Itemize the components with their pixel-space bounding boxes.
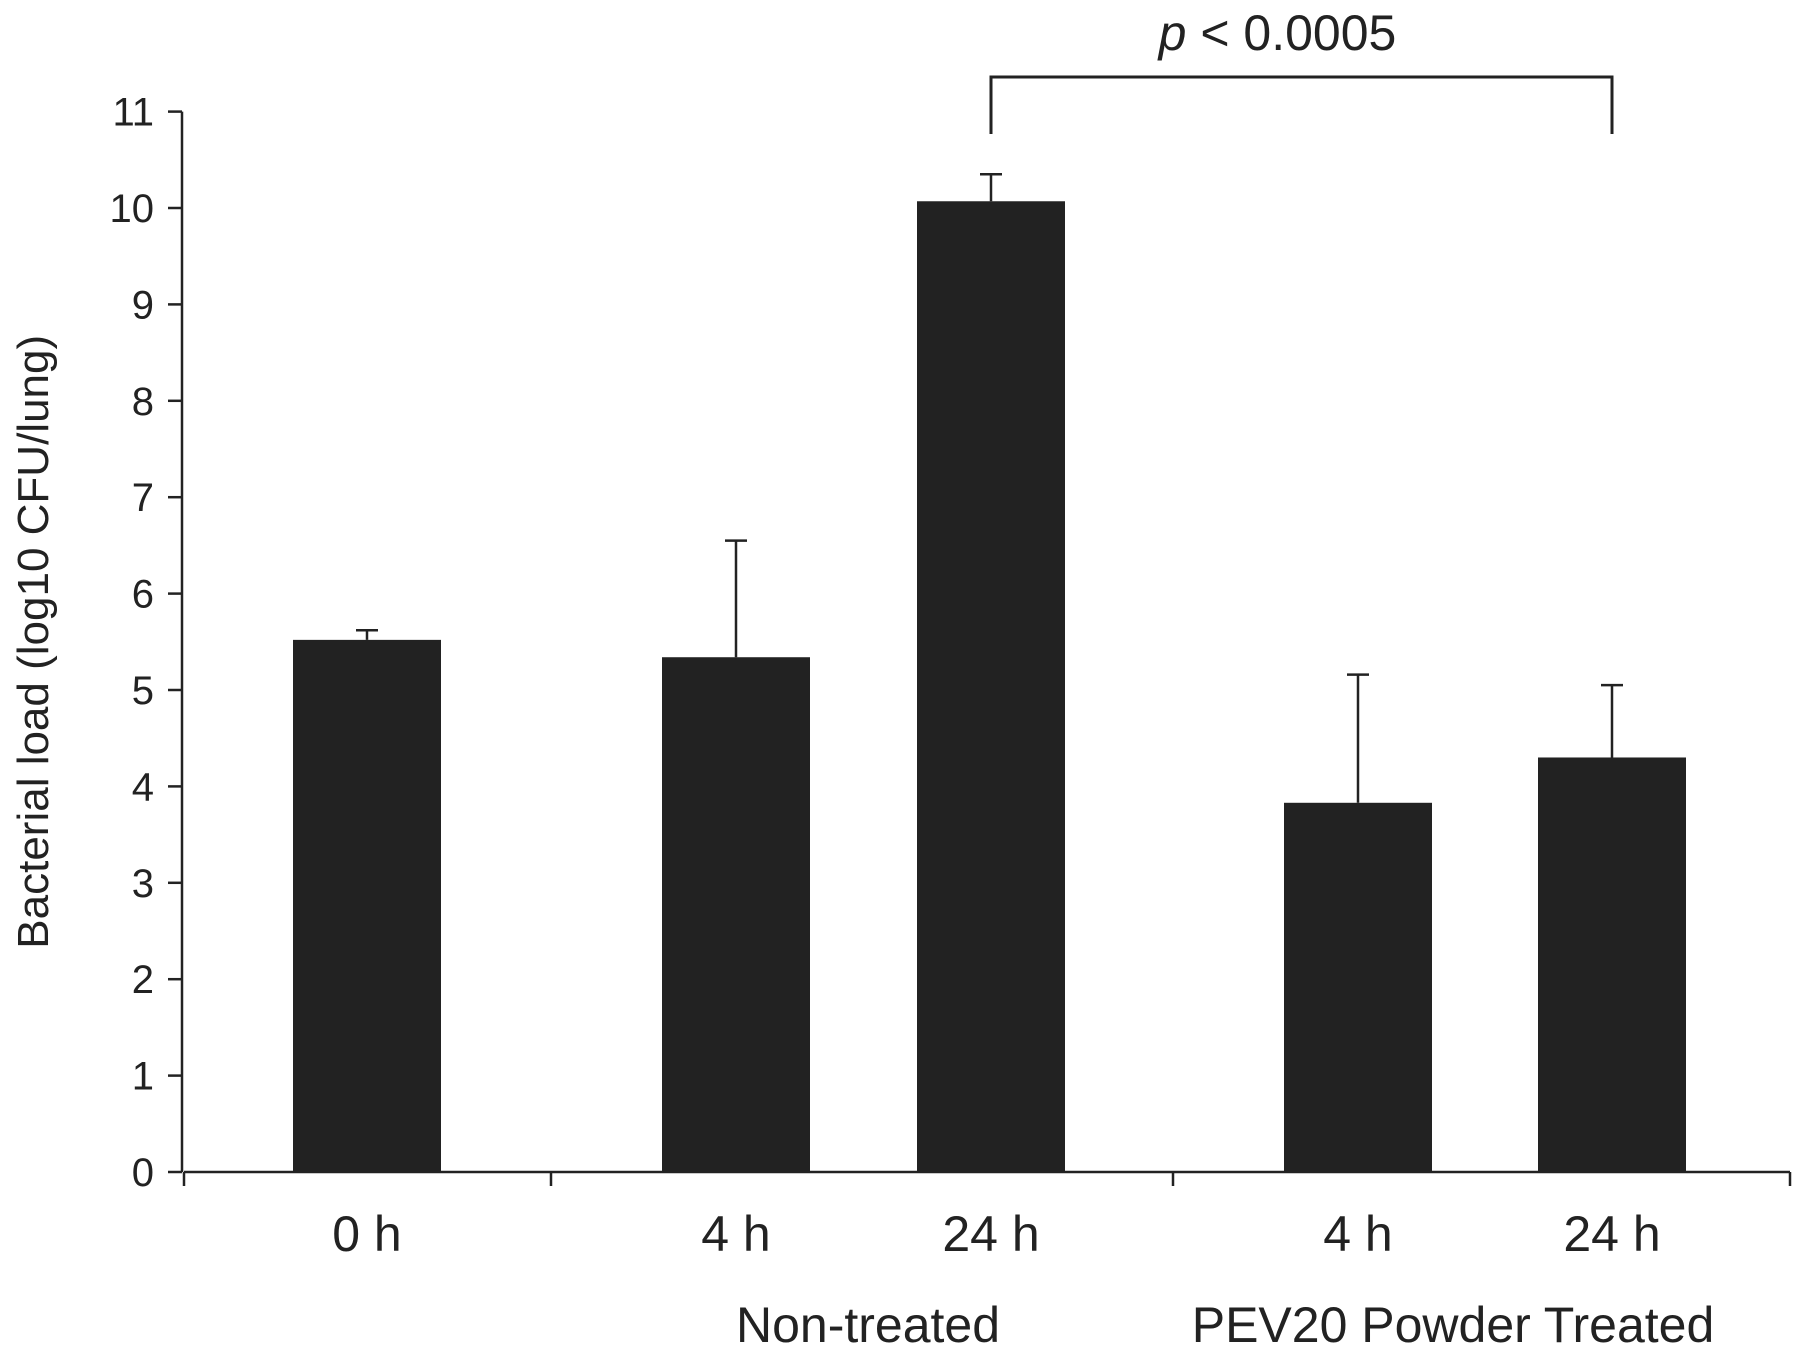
y-tick-label-1: 1 — [132, 1055, 154, 1099]
y-tick-label-0: 0 — [132, 1151, 154, 1195]
y-tick-label-3: 3 — [132, 862, 154, 906]
axes-layer: 0 1 2 3 4 5 6 7 8 9 10 11 — [110, 91, 1792, 1195]
y-tick-label-5: 5 — [132, 669, 154, 713]
annotation-layer: p < 0.0005 — [989, 5, 1614, 134]
category-label-2: 24 h — [942, 1206, 1039, 1262]
y-tick-label-8: 8 — [132, 380, 154, 424]
y-tick-label-9: 9 — [132, 283, 154, 327]
y-tick-label-11: 11 — [112, 91, 154, 135]
y-axis-label: Bacterial load (log10 CFU/lung) — [9, 335, 58, 949]
y-tick-label-4: 4 — [132, 765, 154, 809]
group-label-1: PEV20 Powder Treated — [1192, 1297, 1715, 1350]
group-label-0: Non-treated — [736, 1297, 1000, 1350]
bars-layer — [293, 201, 1686, 1172]
bar-4 — [1538, 757, 1686, 1172]
bar-3 — [1284, 802, 1432, 1172]
significance-bracket — [989, 75, 1614, 134]
category-label-1: 4 h — [701, 1206, 771, 1262]
y-tick-label-7: 7 — [132, 476, 154, 520]
y-tick-label-10: 10 — [110, 187, 155, 231]
p-symbol: p — [1157, 5, 1187, 61]
bar-2 — [917, 201, 1065, 1172]
category-label-0: 0 h — [332, 1206, 402, 1262]
p-value-text: < 0.0005 — [1186, 5, 1396, 61]
y-tick-label-6: 6 — [132, 573, 154, 617]
bar-0 — [293, 639, 441, 1172]
y-tick-label-2: 2 — [132, 958, 154, 1002]
category-label-4: 24 h — [1563, 1206, 1660, 1262]
significance-label: p < 0.0005 — [1157, 5, 1397, 61]
category-label-3: 4 h — [1323, 1206, 1393, 1262]
error-bars-layer — [356, 173, 1623, 803]
bar-1 — [662, 657, 810, 1172]
